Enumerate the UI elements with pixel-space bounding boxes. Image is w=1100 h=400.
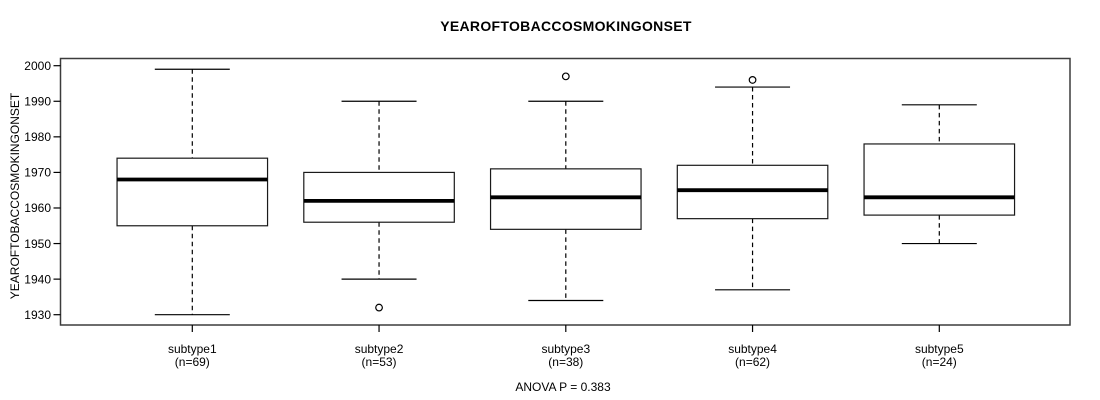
anova-p-value: ANOVA P = 0.383 xyxy=(515,380,611,394)
outlier-point xyxy=(561,72,570,81)
iqr-box xyxy=(303,171,455,223)
x-tick-n-label: (n=38) xyxy=(548,355,583,369)
boxplot-group-subtype3 xyxy=(489,72,642,302)
boxplot-group-subtype1 xyxy=(116,68,269,316)
outlier-point xyxy=(375,303,383,312)
x-tick-label: subtype4 xyxy=(728,342,777,356)
y-axis: 1930 1940 1950 1960 1970 1980 1990 2000 xyxy=(24,59,61,322)
outlier-point xyxy=(748,76,757,84)
y-tick-label: 1960 xyxy=(24,201,51,215)
iqr-box xyxy=(863,143,1016,216)
y-tick-label: 1940 xyxy=(24,272,51,286)
boxplot-group-subtype2 xyxy=(303,100,455,312)
x-tick-label: subtype5 xyxy=(915,342,964,356)
x-tick-n-label: (n=24) xyxy=(922,355,957,369)
y-tick-label: 1990 xyxy=(24,94,51,108)
x-tick-n-label: (n=69) xyxy=(175,355,210,369)
y-tick-label: 1980 xyxy=(24,130,51,144)
y-tick-label: 1950 xyxy=(24,237,51,251)
y-tick-label: 2000 xyxy=(24,59,51,73)
x-tick-label: subtype1 xyxy=(168,342,217,356)
x-tick-n-label: (n=62) xyxy=(735,355,770,369)
x-axis: subtype1(n=69) subtype2(n=53) subtype3(n=3… xyxy=(168,325,964,369)
y-tick-label: 1970 xyxy=(24,166,51,180)
boxplot-groups xyxy=(116,68,1016,316)
boxplot-group-subtype4 xyxy=(676,76,829,291)
x-tick-label: subtype2 xyxy=(355,342,404,356)
x-tick-n-label: (n=53) xyxy=(362,355,397,369)
boxplot-group-subtype5 xyxy=(863,104,1016,245)
iqr-box xyxy=(116,157,269,227)
chart-title: YEAROFTOBACCOSMOKINGONSET xyxy=(440,18,692,34)
y-axis-title: YEAROFTOBACCOSMOKINGONSET xyxy=(8,92,22,299)
y-tick-label: 1930 xyxy=(24,308,51,322)
x-tick-label: subtype3 xyxy=(541,342,590,356)
